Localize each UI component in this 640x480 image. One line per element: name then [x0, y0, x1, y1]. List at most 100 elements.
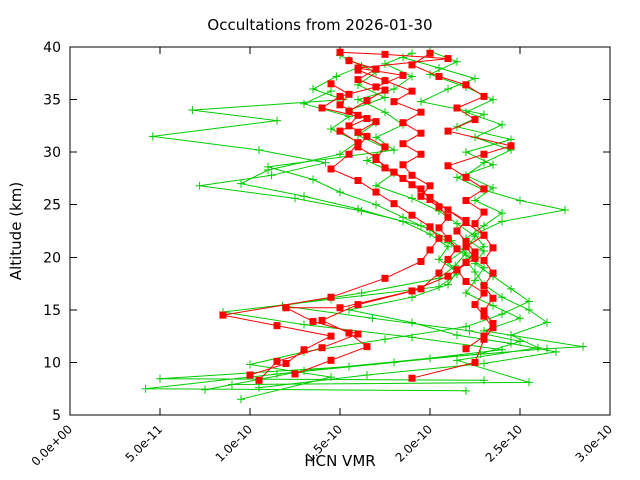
series-line-occultation-profile-8: [410, 52, 513, 379]
plus-marker: [453, 219, 461, 228]
plus-marker: [462, 251, 470, 260]
square-marker: [327, 332, 335, 340]
y-tick-label: 40: [43, 40, 61, 56]
square-marker: [381, 164, 389, 172]
plus-marker: [453, 331, 461, 340]
plus-marker: [321, 158, 330, 167]
plus-marker: [465, 326, 474, 335]
square-marker: [336, 92, 344, 100]
plus-marker: [336, 150, 344, 159]
plus-marker: [462, 322, 470, 331]
square-marker: [462, 243, 470, 251]
square-marker: [408, 211, 416, 219]
plus-marker: [399, 217, 407, 226]
plus-marker: [273, 369, 281, 378]
square-marker: [453, 227, 461, 235]
square-marker: [408, 61, 416, 69]
square-marker: [444, 55, 452, 63]
square-marker: [489, 324, 497, 332]
square-marker: [354, 128, 362, 136]
square-marker: [255, 376, 263, 384]
square-marker: [408, 171, 416, 179]
square-marker: [327, 165, 335, 173]
square-marker: [381, 50, 389, 58]
plus-marker: [246, 360, 254, 369]
plus-marker: [426, 354, 434, 363]
plus-marker: [480, 158, 488, 167]
square-marker: [480, 307, 488, 315]
plus-marker: [543, 318, 551, 327]
plus-marker: [327, 87, 335, 96]
plus-marker: [525, 378, 533, 387]
plus-marker: [444, 280, 452, 289]
square-marker: [435, 269, 443, 277]
plus-marker: [489, 301, 497, 310]
plus-marker: [372, 133, 380, 142]
plus-marker: [435, 255, 443, 264]
plus-marker: [453, 173, 461, 182]
plus-marker: [273, 116, 281, 125]
square-marker: [390, 168, 398, 176]
square-marker: [336, 101, 344, 109]
plus-marker: [516, 314, 524, 323]
square-marker: [471, 220, 479, 228]
plus-marker: [480, 110, 488, 119]
square-marker: [480, 256, 488, 264]
plus-marker: [390, 146, 398, 155]
plus-marker: [552, 347, 560, 356]
square-marker: [435, 203, 443, 211]
plus-marker: [156, 374, 164, 383]
plus-marker: [267, 171, 276, 180]
square-marker: [354, 139, 362, 147]
plus-marker: [498, 120, 506, 129]
series-line-occultation-profile-4: [204, 52, 584, 391]
square-marker: [471, 248, 479, 256]
square-marker: [363, 97, 371, 105]
plus-marker: [255, 383, 263, 392]
square-marker: [345, 150, 353, 158]
plus-marker: [408, 318, 416, 327]
plus-marker: [480, 246, 488, 255]
plus-marker: [561, 205, 569, 214]
square-marker: [345, 57, 353, 65]
y-tick-label: 25: [43, 198, 61, 214]
plus-marker: [354, 204, 362, 213]
square-marker: [453, 104, 461, 112]
square-marker: [336, 304, 344, 312]
y-tick-label: 15: [43, 303, 61, 319]
square-marker: [462, 277, 470, 285]
plus-marker: [408, 333, 416, 342]
square-marker: [480, 332, 488, 340]
square-marker: [327, 356, 335, 364]
y-tick-label: 5: [52, 408, 61, 424]
plus-marker: [381, 59, 389, 68]
plus-marker: [363, 156, 371, 165]
x-axis-label: HCN VMR: [304, 452, 376, 470]
plus-marker: [148, 132, 157, 141]
square-marker: [354, 76, 362, 84]
square-marker: [354, 330, 362, 338]
plus-marker: [462, 148, 470, 157]
square-marker: [219, 311, 227, 319]
square-marker: [336, 127, 344, 135]
square-marker: [435, 72, 443, 80]
x-tick-label: 2.5e-10: [483, 422, 525, 464]
plus-marker: [381, 93, 389, 102]
square-marker: [480, 289, 488, 297]
plus-marker: [525, 305, 533, 314]
plus-marker: [516, 337, 524, 346]
square-marker: [480, 282, 488, 290]
square-marker: [462, 173, 470, 181]
plus-marker: [453, 57, 461, 66]
square-marker: [408, 87, 416, 95]
square-marker: [480, 150, 488, 158]
square-marker: [291, 370, 299, 378]
plus-marker: [309, 85, 317, 94]
square-marker: [462, 197, 470, 205]
y-tick-label: 20: [43, 250, 61, 266]
plus-marker: [417, 97, 425, 106]
square-marker: [462, 219, 470, 227]
plus-marker: [408, 194, 416, 203]
square-marker: [462, 81, 470, 89]
